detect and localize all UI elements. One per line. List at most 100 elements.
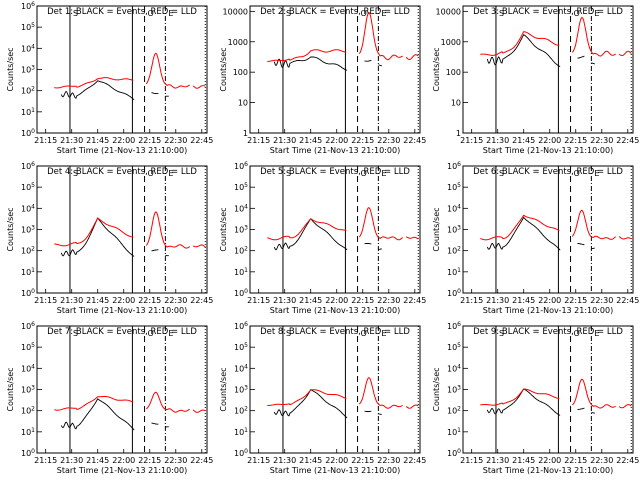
x-tick-label: 21:15 (460, 136, 483, 145)
x-tick-label: 21:45 (299, 456, 322, 465)
x-tick-label: 21:45 (512, 136, 535, 145)
y-tick-label: 106 (234, 321, 248, 331)
plot-frame (462, 5, 634, 134)
lld-series (267, 206, 419, 241)
y-tick-label: 105 (447, 342, 461, 352)
y-tick-label: 100 (21, 288, 35, 298)
events-series (60, 80, 169, 101)
panel-2: Det 2: BLACK = Events, RED = LLD Counts/s… (219, 5, 426, 155)
x-tick-label: 22:00 (538, 296, 561, 305)
y-tick-label: 101 (447, 267, 461, 277)
y-tick-label: 101 (21, 107, 35, 117)
y-tick-label: 103 (21, 225, 35, 235)
plot-frame (462, 165, 634, 294)
y-tick-label: 101 (234, 267, 248, 277)
x-tick-label: 21:15 (34, 296, 57, 305)
panel-title: Det 2: BLACK = Events, RED = LLD (260, 7, 410, 17)
event-symbol-label: O (574, 9, 580, 18)
panel-title: Det 3: BLACK = Events, RED = LLD (473, 7, 623, 17)
panel-title: Det 8: BLACK = Events, RED = LLD (260, 327, 410, 337)
y-tick-label: 106 (447, 321, 461, 331)
event-symbol-label: O (148, 329, 154, 338)
y-axis-label: Counts/sec (219, 367, 228, 411)
event-symbol-label: E (381, 329, 386, 338)
plot-frame (249, 325, 421, 454)
y-tick-label: 106 (447, 161, 461, 171)
x-tick-label: 21:45 (512, 456, 535, 465)
events-series (486, 216, 595, 251)
panels-grid: Det 1: BLACK = Events, RED = LLD Counts/s… (6, 1, 639, 475)
y-tick-label: 102 (21, 246, 35, 256)
y-tick-label: 105 (447, 182, 461, 192)
y-axis-label: Counts/sec (432, 47, 441, 91)
y-tick-label: 106 (21, 321, 35, 331)
x-tick-label: 21:45 (86, 136, 109, 145)
event-symbol-label: O (148, 9, 154, 18)
x-tick-label: 21:30 (273, 136, 296, 145)
y-tick-label: 103 (21, 65, 35, 75)
y-tick-label: 101 (447, 427, 461, 437)
y-tick-label: 106 (234, 161, 248, 171)
x-tick-label: 22:45 (190, 136, 213, 145)
x-tick-label: 22:15 (138, 296, 161, 305)
y-tick-label: 100 (447, 448, 461, 458)
lld-series (54, 391, 206, 413)
x-tick-label: 21:30 (486, 296, 509, 305)
x-tick-label: 22:45 (616, 296, 639, 305)
y-tick-label: 1000 (441, 38, 461, 47)
lld-series (480, 16, 632, 57)
x-tick-label: 21:15 (247, 296, 270, 305)
y-tick-label: 1000 (228, 38, 248, 47)
x-tick-label: 21:45 (86, 296, 109, 305)
x-tick-label: 22:15 (564, 136, 587, 145)
x-tick-label: 22:30 (377, 136, 400, 145)
plot-frame (36, 165, 208, 294)
panel-title: Det 9: BLACK = Events, RED = LLD (473, 327, 623, 337)
x-tick-label: 21:15 (247, 456, 270, 465)
x-axis-label: Start Time (21-Nov-13 21:10:00) (57, 306, 187, 315)
lld-series (267, 376, 419, 409)
x-tick-label: 22:00 (325, 456, 348, 465)
x-tick-label: 21:30 (486, 456, 509, 465)
event-symbol-label: S (286, 169, 291, 178)
x-tick-label: 21:15 (460, 456, 483, 465)
x-tick-label: 22:00 (538, 456, 561, 465)
panel-9: Det 9: BLACK = Events, RED = LLD Counts/s… (432, 321, 639, 475)
events-series (486, 34, 595, 67)
x-tick-label: 22:45 (403, 456, 426, 465)
y-tick-label: 10000 (223, 7, 248, 16)
x-tick-label: 22:15 (138, 136, 161, 145)
x-tick-label: 22:30 (590, 456, 613, 465)
y-tick-label: 10 (451, 99, 461, 108)
panel-title: Det 4: BLACK = Events, RED = LLD (47, 167, 197, 177)
y-tick-label: 102 (21, 86, 35, 96)
event-symbol-label: S (286, 9, 291, 18)
y-axis-label: Counts/sec (432, 367, 441, 411)
x-tick-label: 21:15 (247, 136, 270, 145)
event-symbol-label: S (499, 169, 504, 178)
plot-frame (36, 325, 208, 454)
x-axis-label: Start Time (21-Nov-13 21:10:00) (57, 146, 187, 155)
x-tick-label: 22:30 (377, 456, 400, 465)
x-tick-label: 22:30 (590, 296, 613, 305)
event-symbol-label: O (361, 9, 367, 18)
event-symbol-label: S (499, 329, 504, 338)
x-tick-label: 22:15 (564, 296, 587, 305)
y-tick-label: 104 (21, 203, 35, 213)
panel-title: Det 5: BLACK = Events, RED = LLD (260, 167, 410, 177)
event-symbol-label: O (361, 169, 367, 178)
x-tick-label: 22:30 (590, 136, 613, 145)
x-tick-label: 21:15 (460, 296, 483, 305)
y-tick-label: 104 (447, 203, 461, 213)
panel-5: Det 5: BLACK = Events, RED = LLD Counts/s… (219, 161, 426, 315)
event-symbol-label: E (168, 329, 173, 338)
y-tick-label: 102 (234, 246, 248, 256)
y-tick-label: 100 (446, 68, 461, 77)
panel-title: Det 1: BLACK = Events, RED = LLD (47, 7, 197, 17)
y-tick-label: 104 (21, 363, 35, 373)
y-tick-label: 100 (234, 448, 248, 458)
event-symbol-label: O (361, 329, 367, 338)
event-symbol-label: E (381, 9, 386, 18)
event-symbol-label: E (168, 169, 173, 178)
x-axis-label: Start Time (21-Nov-13 21:10:00) (270, 306, 400, 315)
